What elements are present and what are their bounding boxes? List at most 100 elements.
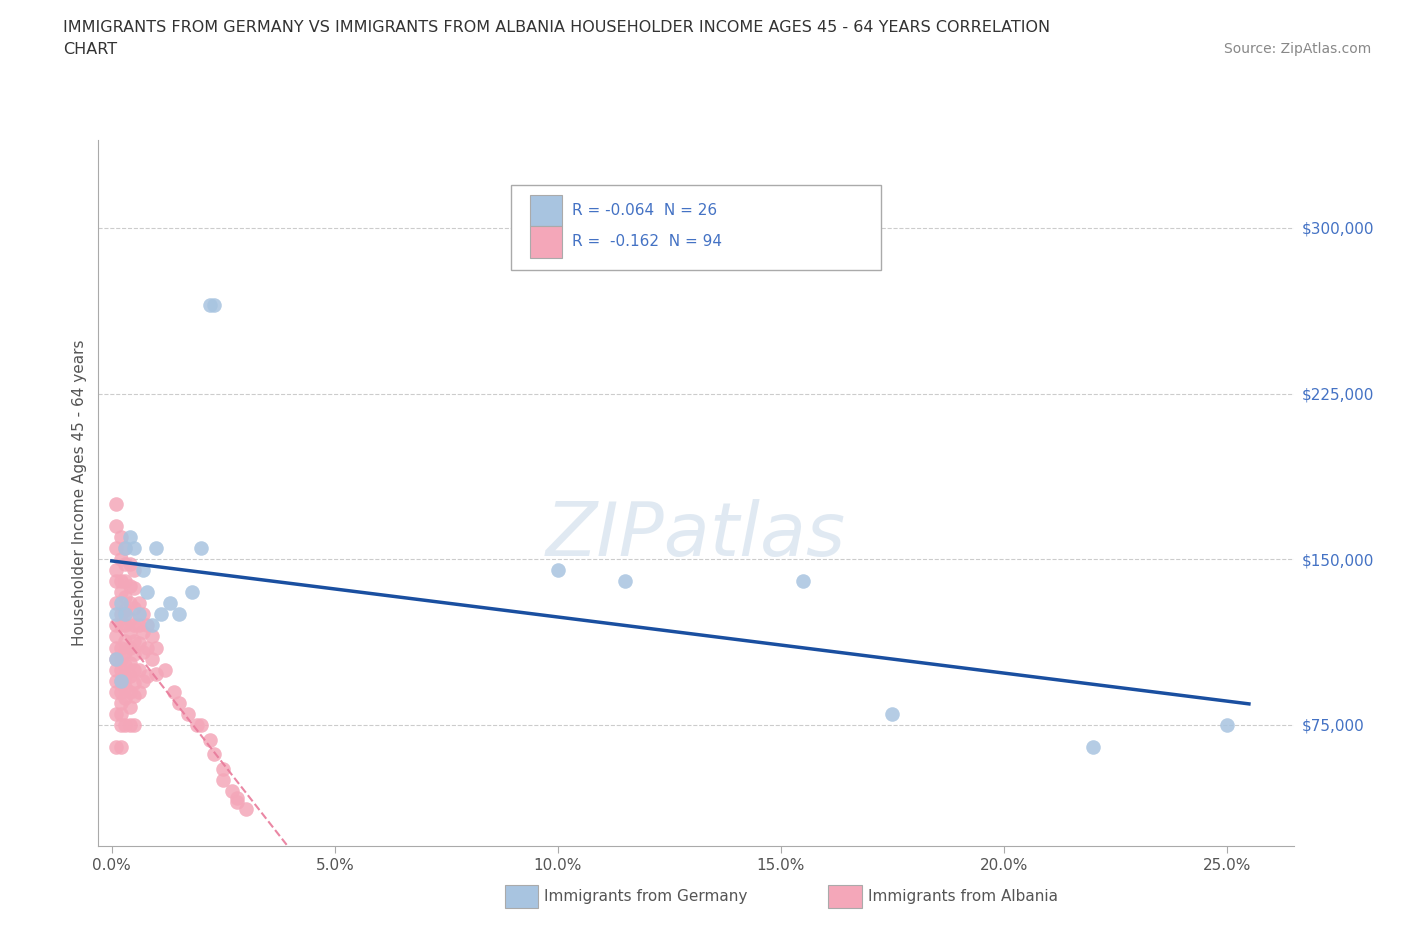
Text: CHART: CHART [63,42,117,57]
Point [105,563,128,578]
Point [128,636,150,651]
Point [110,739,132,754]
Point [118,717,141,732]
Point [114,590,136,604]
Point [114,540,136,555]
Point [122,601,145,616]
Point [122,717,145,732]
Point [190,717,212,732]
FancyBboxPatch shape [530,226,562,258]
Point [118,530,141,545]
Point [1215,717,1237,732]
Point [882,707,904,722]
Point [105,607,128,622]
FancyBboxPatch shape [510,185,882,271]
Text: ZIPatlas: ZIPatlas [546,499,846,571]
Point [105,651,128,666]
Point [163,684,186,699]
Point [114,574,136,589]
Point [118,699,141,714]
Point [118,656,141,671]
Point [105,684,128,699]
Point [132,673,155,688]
Point [110,607,132,622]
Point [128,618,150,633]
Point [225,794,247,809]
Point [105,618,128,633]
Point [155,662,177,677]
Point [122,563,145,578]
Point [110,651,132,666]
Point [136,618,159,633]
Point [145,640,167,655]
Point [141,629,163,644]
Point [159,596,181,611]
Point [128,662,150,677]
Point [141,651,163,666]
Point [118,556,141,571]
Point [110,662,132,677]
Point [198,733,221,748]
Point [167,696,190,711]
Point [114,717,136,732]
Point [110,551,132,566]
Text: R =  -0.162  N = 94: R = -0.162 N = 94 [572,234,721,249]
Point [114,633,136,648]
Point [136,640,159,655]
Point [221,784,243,799]
Point [122,646,145,661]
Point [613,574,636,589]
Point [167,607,190,622]
Text: IMMIGRANTS FROM GERMANY VS IMMIGRANTS FROM ALBANIA HOUSEHOLDER INCOME AGES 45 - : IMMIGRANTS FROM GERMANY VS IMMIGRANTS FR… [63,20,1050,35]
Point [114,680,136,695]
Point [110,640,132,655]
Point [110,574,132,589]
Point [118,611,141,626]
Point [118,669,141,684]
Point [1081,739,1104,754]
Point [141,618,163,633]
Point [114,669,136,684]
Point [190,540,212,555]
Point [105,673,128,688]
Point [105,651,128,666]
Point [122,688,145,704]
Y-axis label: Householder Income Ages 45 - 64 years: Householder Income Ages 45 - 64 years [72,339,87,646]
Point [118,640,141,655]
Point [105,662,128,677]
Point [114,644,136,659]
Point [114,603,136,618]
Point [212,762,235,777]
Point [114,618,136,633]
Point [110,696,132,711]
Point [792,574,814,589]
Point [110,707,132,722]
Text: Immigrants from Albania: Immigrants from Albania [868,889,1057,904]
Point [132,563,155,578]
Point [105,540,128,555]
Point [145,540,167,555]
Point [132,644,155,659]
Point [105,596,128,611]
Point [202,298,225,312]
Point [110,673,132,688]
Point [225,790,247,805]
Point [114,556,136,571]
Point [114,691,136,706]
Point [149,607,172,622]
Point [198,298,221,312]
Point [202,746,225,761]
Point [110,684,132,699]
FancyBboxPatch shape [530,194,562,226]
Point [122,675,145,690]
Text: R = -0.064  N = 26: R = -0.064 N = 26 [572,203,717,218]
Point [114,540,136,555]
Point [118,596,141,611]
Point [110,673,132,688]
Point [114,607,136,622]
Point [110,717,132,732]
Point [186,717,208,732]
Point [181,585,204,600]
Point [136,669,159,684]
Point [105,640,128,655]
